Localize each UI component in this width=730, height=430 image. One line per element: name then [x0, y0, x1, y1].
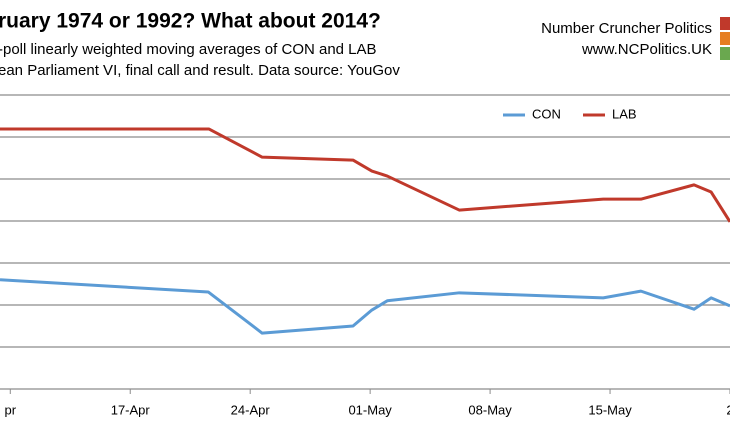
brand: Number Cruncher Politics [541, 20, 712, 37]
legend-label: CON [532, 106, 561, 121]
x-tick-label: pr [5, 402, 17, 417]
chart-title: ruary 1974 or 1992? What about 2014? [0, 10, 381, 33]
x-tick-label: 15-May [588, 402, 632, 417]
subtitle: ean Parliament VI, final call and result… [0, 62, 400, 79]
logo-square [720, 17, 730, 30]
x-tick-label: 2 [726, 402, 730, 417]
x-tick-label: 24-Apr [231, 402, 271, 417]
legend-label: LAB [612, 106, 637, 121]
series-line [0, 278, 730, 335]
x-tick-label: 17-Apr [111, 402, 151, 417]
series-line [0, 127, 730, 223]
logo-square [720, 32, 730, 45]
x-tick-label: 08-May [468, 402, 512, 417]
logo-square [720, 47, 730, 60]
subtitle: -poll linearly weighted moving averages … [0, 41, 377, 58]
x-tick-label: 01-May [348, 402, 392, 417]
brand-url: www.NCPolitics.UK [581, 41, 712, 58]
